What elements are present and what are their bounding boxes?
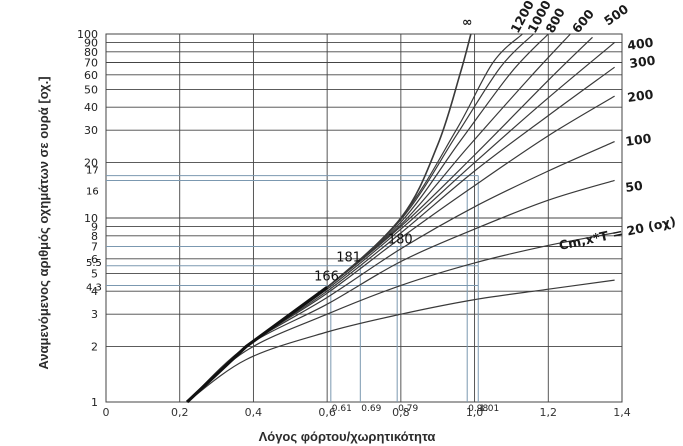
y-reference-label: 16 [86, 186, 99, 197]
curve-bundle [185, 286, 329, 404]
curve-label: Cm,x*T = 20 (οχ) [558, 214, 678, 253]
x-tick-label: 0 [103, 406, 110, 419]
point-labels: 180 181 166 [314, 233, 413, 285]
y-tick-label: 80 [84, 46, 98, 59]
point-label: 166 [314, 270, 339, 285]
y-tick-label: 5 [91, 267, 98, 280]
y-tick-label: 50 [84, 83, 98, 96]
y-tick-label: 40 [84, 101, 98, 114]
x-reference-label: 0.69 [361, 404, 381, 414]
curve-label: 200 [626, 86, 654, 105]
x-tick-label: 1,2 [540, 406, 558, 419]
y-tick-label: 70 [84, 57, 98, 70]
y-reference-label: 17 [86, 166, 99, 177]
grid [105, 33, 623, 403]
y-tick-label: 8 [91, 230, 98, 243]
y-tick-label: 9 [91, 220, 98, 233]
y-axis-label: Αναμενόμενος αριθμός οχημάτων σε ουρά [ο… [36, 76, 51, 369]
curve-label: ∞ [462, 14, 472, 29]
y-tick-label: 30 [84, 124, 98, 137]
point-label: 181 [336, 250, 361, 265]
y-reference-label: 4.3 [86, 282, 102, 293]
y-tick-label: 20 [84, 157, 98, 170]
x-axis-label: Λόγος φόρτου/χωρητικότητα [259, 429, 436, 444]
x-tick-label: 0,4 [245, 406, 263, 419]
x-tick-label: 0,6 [318, 406, 336, 419]
x-reference-label: 0.61 [332, 404, 352, 414]
x-tick-label: 0,8 [392, 406, 410, 419]
curve-500 [186, 36, 593, 403]
y-tick-label: 7 [91, 241, 98, 254]
curves [185, 33, 615, 404]
curve-label: 50 [624, 178, 644, 195]
y-tick-label: 4 [91, 285, 98, 298]
curve-label: 500 [601, 1, 631, 28]
y-tick-label: 100 [77, 28, 98, 41]
x-reference-label: 1.01 [479, 404, 499, 414]
y-tick-label: 6 [91, 253, 98, 266]
x-tick-label: 0,2 [171, 406, 189, 419]
y-tick-label: 10 [84, 212, 98, 225]
y-tick-label: 3 [91, 308, 98, 321]
y-tick-label: 1 [91, 396, 98, 409]
x-tick-label: 1,4 [613, 406, 631, 419]
y-tick-label: 90 [84, 36, 98, 49]
curve-label: 600 [569, 6, 597, 36]
curve-label: 100 [624, 130, 652, 149]
curve-lower [186, 279, 615, 403]
reference-lines [106, 175, 479, 402]
y-reference-label: 5.5 [86, 258, 102, 269]
curve-label: 400 [626, 34, 654, 53]
x-tick-label: 1,0 [466, 406, 484, 419]
x-tick-labels: 0 0,2 0,4 0,6 0,8 1,0 1,2 1,4 [103, 406, 631, 419]
curve-label: 300 [628, 52, 656, 71]
y-tick-label: 60 [84, 69, 98, 82]
point-label: 180 [388, 233, 413, 248]
x-reference-label: 0.79 [398, 404, 418, 414]
curve-20 [186, 232, 615, 403]
x-reference-label: 0.98 [468, 404, 488, 414]
y-tick-label: 2 [91, 341, 98, 354]
